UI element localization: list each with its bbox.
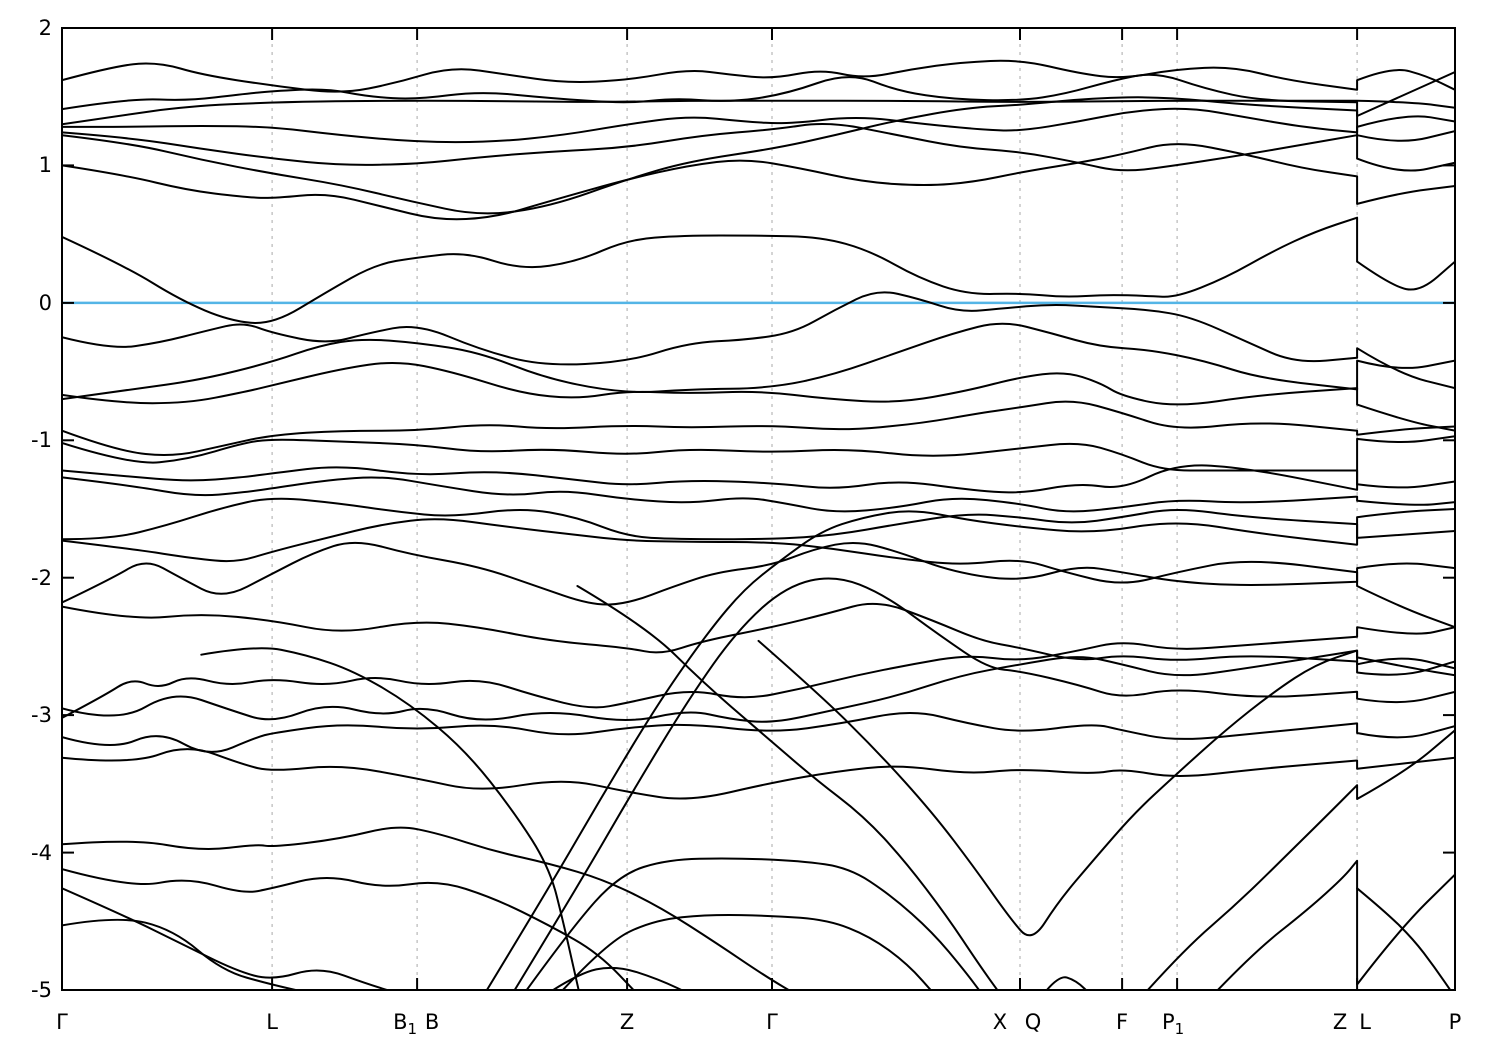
x-symmetry-label-L: L bbox=[1359, 1010, 1371, 1034]
x-symmetry-label-Z: Z bbox=[619, 1010, 635, 1034]
y-tick-label--3: -3 bbox=[31, 703, 52, 728]
band-line bbox=[62, 887, 391, 990]
band-line bbox=[62, 291, 1455, 390]
band-line bbox=[485, 508, 1455, 990]
band-line bbox=[576, 585, 999, 990]
y-tick-label--5: -5 bbox=[31, 978, 52, 1002]
band-line bbox=[525, 857, 981, 990]
band-line bbox=[62, 400, 1455, 456]
band-line bbox=[62, 143, 1455, 221]
y-tick-label--4: -4 bbox=[31, 840, 52, 865]
band-line bbox=[513, 577, 1455, 990]
x-symmetry-label-Γ: Γ bbox=[766, 1010, 778, 1034]
x-symmetry-label-P: P bbox=[1448, 1010, 1462, 1034]
band-line bbox=[551, 966, 684, 990]
x-symmetry-label-F: F bbox=[1116, 1010, 1129, 1034]
x-symmetry-label-Z: Z bbox=[1332, 1010, 1348, 1034]
band-line bbox=[62, 497, 1455, 541]
band-line bbox=[62, 826, 791, 990]
band-line bbox=[561, 913, 933, 990]
x-symmetry-label-L: L bbox=[266, 1010, 278, 1034]
band-line bbox=[62, 435, 1455, 494]
band-line bbox=[62, 123, 1455, 172]
band-line bbox=[1146, 729, 1455, 990]
x-symmetry-label-Q: Q bbox=[1024, 1010, 1042, 1034]
plot-border bbox=[61, 27, 1456, 991]
band-line bbox=[62, 96, 1455, 215]
y-tick-label-2: 2 bbox=[38, 16, 52, 40]
band-line bbox=[62, 59, 1455, 93]
band-line bbox=[62, 748, 1455, 800]
band-line bbox=[62, 361, 1455, 432]
band-line bbox=[62, 322, 1455, 401]
band-line bbox=[62, 438, 1455, 489]
x-symmetry-label-P1: P1 bbox=[1161, 1010, 1185, 1039]
x-symmetry-label-B1: B1 bbox=[393, 1010, 418, 1039]
band-line bbox=[62, 918, 301, 990]
band-line bbox=[62, 107, 1455, 144]
band-line bbox=[1356, 887, 1452, 990]
band-line bbox=[1045, 976, 1088, 990]
band-line bbox=[62, 649, 1455, 723]
band-line bbox=[62, 216, 1455, 325]
x-symmetry-label-B: B bbox=[424, 1010, 440, 1034]
band-line bbox=[62, 541, 1455, 606]
y-tick-label--2: -2 bbox=[31, 565, 52, 590]
band-line bbox=[757, 639, 1455, 937]
band-line bbox=[62, 71, 1455, 117]
band-line bbox=[200, 647, 580, 990]
x-symmetry-label-X: X bbox=[992, 1010, 1008, 1034]
band-line bbox=[62, 868, 635, 990]
y-tick-label-0: 0 bbox=[38, 290, 52, 315]
x-symmetry-label-Γ: Γ bbox=[56, 1010, 68, 1034]
x-symmetry-label-subscript: 1 bbox=[407, 1020, 418, 1039]
band-line bbox=[62, 476, 1455, 513]
band-line bbox=[62, 602, 1455, 676]
band-line bbox=[62, 712, 1455, 753]
y-tick-label--1: -1 bbox=[31, 428, 52, 453]
band-line bbox=[62, 518, 1455, 629]
x-symmetry-label-subscript: 1 bbox=[1174, 1020, 1185, 1039]
y-tick-label-1: 1 bbox=[38, 153, 52, 178]
band-line bbox=[62, 626, 1455, 719]
band-line bbox=[1216, 859, 1455, 990]
